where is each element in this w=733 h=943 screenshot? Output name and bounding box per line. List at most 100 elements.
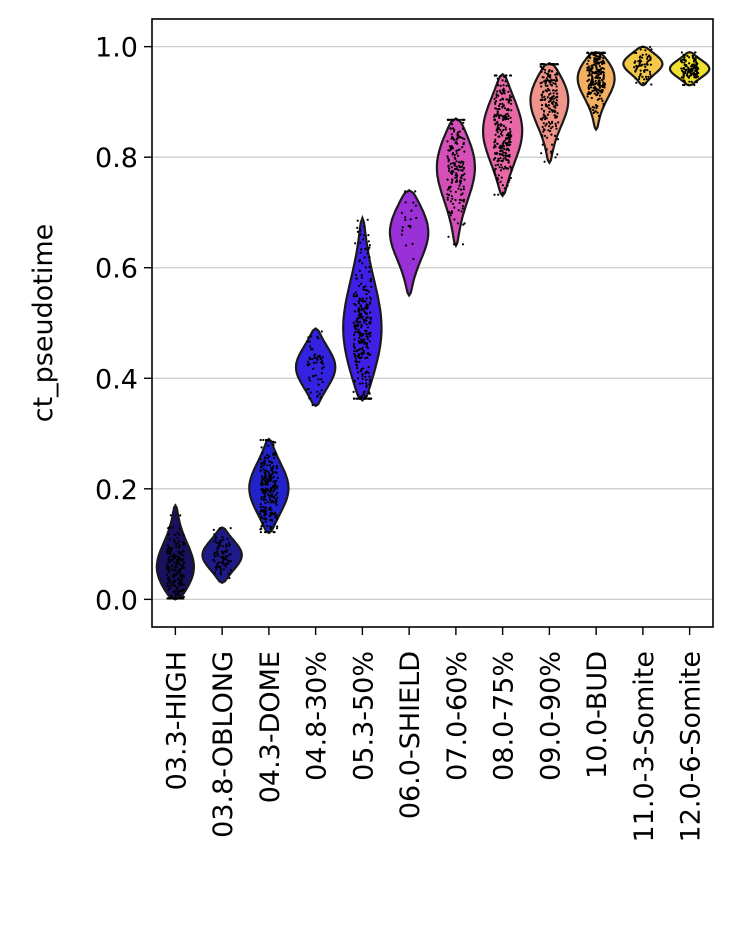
data-point: [182, 566, 185, 570]
data-point: [217, 548, 220, 551]
data-point: [171, 559, 174, 562]
data-point: [262, 498, 265, 501]
data-point: [446, 178, 449, 181]
data-point: [591, 105, 594, 109]
data-point: [178, 533, 181, 536]
data-point: [463, 150, 466, 153]
data-point: [175, 561, 178, 564]
data-point: [409, 224, 412, 227]
data-point: [449, 190, 452, 193]
data-point: [692, 67, 695, 70]
data-point: [178, 593, 181, 597]
data-point: [497, 123, 500, 126]
data-point: [260, 525, 263, 528]
data-point: [683, 61, 686, 64]
data-point: [549, 80, 552, 83]
data-point: [322, 366, 325, 369]
data-point: [694, 56, 697, 59]
data-point: [178, 540, 181, 543]
data-point: [688, 80, 691, 83]
data-point: [219, 541, 222, 544]
data-point: [216, 554, 219, 558]
data-point: [597, 79, 600, 82]
data-point: [268, 525, 272, 528]
data-point: [548, 110, 551, 113]
data-point: [492, 115, 496, 118]
data-point: [450, 166, 453, 169]
data-point: [363, 342, 366, 345]
data-point: [499, 147, 502, 150]
data-point: [594, 79, 597, 83]
data-point: [450, 148, 453, 151]
data-point: [176, 536, 179, 540]
data-point: [598, 86, 602, 89]
data-point: [541, 67, 545, 71]
data-point: [592, 53, 595, 57]
data-point: [167, 559, 170, 562]
data-point: [497, 135, 500, 138]
data-point: [178, 570, 181, 573]
data-point: [262, 505, 265, 508]
data-point: [263, 460, 266, 463]
data-point: [261, 462, 264, 465]
data-point: [311, 348, 314, 351]
data-point: [182, 595, 185, 598]
data-point: [539, 117, 543, 120]
data-point: [360, 276, 363, 279]
data-point: [405, 244, 408, 247]
data-point: [539, 98, 542, 102]
data-point: [594, 76, 597, 79]
data-point: [276, 476, 279, 480]
data-point: [263, 508, 266, 511]
data-point: [226, 559, 229, 562]
data-point: [551, 95, 554, 98]
data-point: [543, 160, 546, 163]
data-point: [641, 56, 644, 59]
data-point: [167, 597, 170, 600]
data-point: [262, 438, 265, 442]
data-point: [356, 226, 359, 229]
data-point: [260, 446, 263, 449]
data-point: [272, 453, 275, 456]
data-point: [449, 212, 452, 215]
data-point: [220, 569, 223, 572]
data-point: [548, 125, 551, 128]
data-point: [369, 317, 372, 320]
data-point: [499, 123, 502, 126]
data-point: [542, 128, 546, 131]
data-point: [179, 568, 182, 571]
data-point: [269, 490, 272, 493]
data-point: [262, 478, 265, 481]
data-point: [317, 383, 320, 386]
data-point: [365, 385, 368, 388]
data-point: [259, 458, 262, 461]
data-point: [589, 67, 592, 70]
data-point: [507, 117, 510, 121]
data-point: [265, 439, 268, 442]
data-point: [509, 99, 513, 102]
data-point: [273, 513, 276, 516]
data-point: [634, 60, 637, 63]
data-point: [597, 62, 601, 65]
data-point: [356, 317, 359, 320]
violin-11.0-3-Somite: [622, 45, 664, 87]
data-point: [366, 370, 369, 373]
data-point: [693, 57, 696, 61]
data-point: [358, 260, 361, 263]
data-point: [683, 81, 687, 84]
data-point: [358, 269, 361, 272]
data-point: [412, 201, 415, 204]
data-point: [364, 329, 367, 333]
data-point: [259, 512, 262, 515]
data-point: [364, 285, 367, 288]
data-point: [586, 79, 589, 83]
data-point: [361, 382, 364, 385]
data-point: [213, 540, 216, 543]
data-point: [177, 562, 180, 565]
plot-frame: [151, 18, 714, 628]
data-point: [228, 577, 231, 580]
data-point: [496, 81, 499, 84]
data-point: [508, 138, 511, 141]
data-point: [367, 397, 371, 400]
data-point: [496, 110, 499, 113]
